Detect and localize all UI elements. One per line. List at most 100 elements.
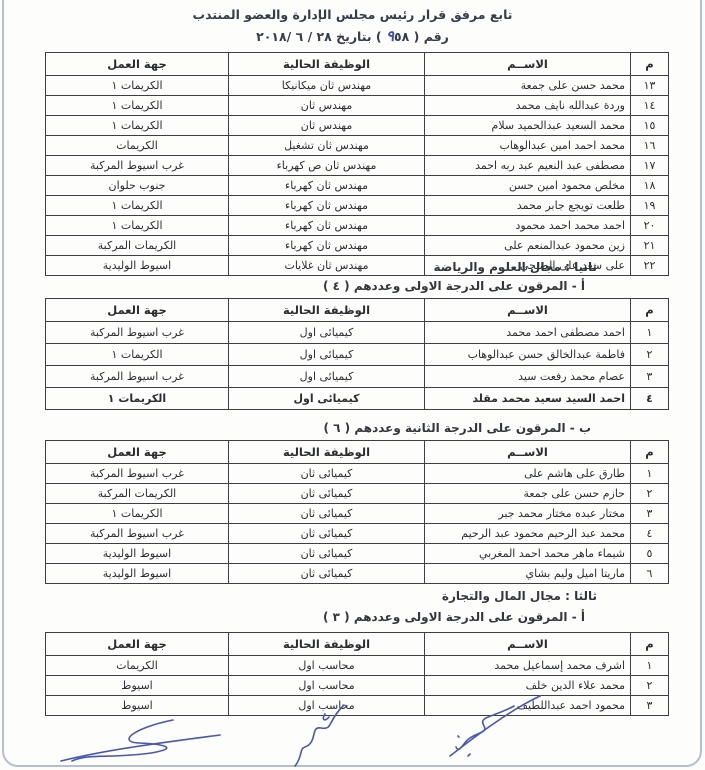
- table-row: ٣ مختار عبده مختار محمد جبر كيميائى ثان الك…: [45, 503, 669, 524]
- cell-job: كيميائى ثان: [228, 503, 425, 524]
- table-row: ١٨ مخلص محمود امين حسن مهندس ثان كهرباء جنو…: [45, 175, 669, 196]
- cell-num: ٣: [630, 503, 669, 524]
- cell-job: مهندس ثان كهرباء: [228, 195, 425, 216]
- column-header-num: م: [630, 440, 669, 464]
- cell-name: على سعد على الصبحي: [424, 255, 631, 276]
- cell-num: ٢: [630, 483, 669, 504]
- signature-icon: [60, 719, 221, 762]
- table-row: ٢ محمد علاء الدين خلف محاسب اول اسيوط: [45, 675, 669, 696]
- table-engineers-continued: م الاســم الوظيفة الحالية جهة العمل ١٣ محمد ح…: [45, 52, 669, 276]
- page-title: تابع مرفق قرار رئيس مجلس الإدارة والعضو …: [192, 7, 513, 22]
- cell-job: كيميائى اول: [228, 343, 425, 366]
- handwritten-digit: ٩: [385, 27, 394, 45]
- table-header-row: م الاســم الوظيفة الحالية جهة العمل: [45, 298, 669, 322]
- section-heading-third-domain: ثالثا : مجال المال والتجارة: [441, 589, 597, 603]
- column-header-place: جهة العمل: [45, 298, 229, 322]
- cell-place: غرب اسيوط المركبة: [45, 463, 229, 484]
- document-header: تابع مرفق قرار رئيس مجلس الإدارة والعضو …: [0, 7, 705, 45]
- cell-num: ٢: [630, 675, 669, 696]
- cell-num: ١٩: [630, 195, 669, 216]
- cell-place: اسيوط: [45, 675, 229, 696]
- cell-name: فاطمة عبدالخالق حسن عبدالوهاب: [424, 343, 631, 366]
- cell-place: غرب اسيوط المركبة: [45, 155, 229, 176]
- table-row: ٤ محمد عبد الرحيم محمود عبد الرحيم كيميائى…: [45, 523, 669, 544]
- cell-job: كيميائى ثان: [228, 563, 425, 584]
- cell-name: حازم حسن على جمعة: [424, 483, 631, 504]
- cell-job: مهندس ثان: [228, 95, 425, 116]
- table-header-row: م الاســم الوظيفة الحالية جهة العمل: [45, 632, 669, 656]
- column-header-job: الوظيفة الحالية: [228, 440, 425, 464]
- cell-num: ٢: [630, 343, 669, 366]
- cell-job: مهندس ثان تشغيل: [228, 135, 425, 156]
- cell-num: ١: [630, 463, 669, 484]
- doc-number-line: رقم ( ٩٥٨ ) بتاريخ ٢٨ / ٦ /٢٠١٨: [0, 27, 705, 45]
- table-row: ١ احمد مصطفى احمد محمد كيميائى اول غرب اسيو…: [45, 321, 669, 344]
- column-header-num: م: [630, 298, 669, 322]
- cell-num: ٢٢: [630, 255, 669, 276]
- cell-place: الكريمات ١: [45, 115, 229, 136]
- cell-num: ٦: [630, 563, 669, 584]
- column-header-name: الاســم: [424, 440, 631, 464]
- column-header-name: الاســم: [424, 52, 631, 76]
- cell-name: محمد عبد الرحيم محمود عبد الرحيم: [424, 523, 631, 544]
- table-header-row: م الاســم الوظيفة الحالية جهة العمل: [45, 440, 669, 464]
- cell-num: ٥: [630, 543, 669, 564]
- cell-job: كيميائى ثان: [228, 523, 425, 544]
- cell-job: مهندس ثان غلايات: [228, 255, 425, 276]
- cell-place: الكريمات ١: [45, 195, 229, 216]
- doc-no-suffix: ) بتاريخ: [336, 29, 382, 44]
- section-heading-second-domain: ثانيا : مجال العلوم والرياضة: [433, 260, 597, 274]
- cell-num: ١: [630, 655, 669, 676]
- cell-num: ١: [630, 321, 669, 344]
- column-header-name: الاســم: [424, 298, 631, 322]
- cell-name: عصام محمد رفعت سيد: [424, 365, 631, 388]
- cell-job: كيميائى اول: [228, 321, 425, 344]
- table-row: ١٦ محمد احمد امين عبدالوهاب مهندس ثان تشغي…: [45, 135, 669, 156]
- cell-place: الكريمات ١: [45, 343, 229, 366]
- personnel-table: م الاســم الوظيفة الحالية جهة العمل ١٣ محمد ح…: [45, 52, 669, 276]
- column-header-num: م: [630, 632, 669, 656]
- cell-place: الكريمات: [45, 655, 229, 676]
- cell-job: كيميائى اول: [228, 365, 425, 388]
- column-header-place: جهة العمل: [45, 632, 229, 656]
- cell-place: الكريمات المركبة: [45, 235, 229, 256]
- table-row: ٢٢ على سعد على الصبحي مهندس ثان غلايات اسيو…: [45, 255, 669, 276]
- cell-job: كيميائى اول: [228, 387, 425, 410]
- cell-name: وردة عبدالله نايف محمد: [424, 95, 631, 116]
- cell-name: طلعت تويجع جابر محمد: [424, 195, 631, 216]
- doc-no-prefix: رقم (: [413, 29, 449, 44]
- table-row: ١٥ محمد السعيد عبدالحميد سلام مهندس ثان الك…: [45, 115, 669, 136]
- cell-name: احمد محمد احمد محمود: [424, 215, 631, 236]
- cell-num: ٢٠: [630, 215, 669, 236]
- table-science-first-grade: م الاســم الوظيفة الحالية جهة العمل ١ احمد مص…: [45, 298, 669, 410]
- cell-place: الكريمات المركبة: [45, 483, 229, 504]
- cell-name: مصطفى عبد النعيم عبد ربه احمد: [424, 155, 631, 176]
- table-row: ٤ احمد السيد سعيد محمد مقلد كيميائى اول الك…: [45, 387, 669, 410]
- section-heading-third-a: أ - المرقون على الدرجة الاولى وعددهم ( ٣…: [322, 610, 585, 624]
- cell-num: ١٨: [630, 175, 669, 196]
- cell-name: اشرف محمد إسماعيل محمد: [424, 655, 631, 676]
- cell-place: الكريمات ١: [45, 215, 229, 236]
- section-heading-second-a: أ - المرقون على الدرجة الاولى وعددهم ( ٤…: [322, 279, 585, 293]
- cell-name: مخلص محمود امين حسن: [424, 175, 631, 196]
- personnel-table: م الاســم الوظيفة الحالية جهة العمل ١ طارق عل…: [45, 440, 669, 584]
- cell-place: اسيوط الوليدية: [45, 543, 229, 564]
- cell-name: زين محمود عبدالمنعم على: [424, 235, 631, 256]
- cell-job: مهندس ثان كهرباء: [228, 175, 425, 196]
- table-row: ٣ محمود احمد عبداللطيف محاسب اول اسيوط: [45, 695, 669, 716]
- column-header-place: جهة العمل: [45, 52, 229, 76]
- column-header-place: جهة العمل: [45, 440, 229, 464]
- cell-num: ٢١: [630, 235, 669, 256]
- column-header-job: الوظيفة الحالية: [228, 632, 425, 656]
- cell-name: محمد السعيد عبدالحميد سلام: [424, 115, 631, 136]
- cell-name: ماريتا اميل وليم بشاي: [424, 563, 631, 584]
- cell-name: محمد علاء الدين خلف: [424, 675, 631, 696]
- cell-name: شيماء ماهر محمد احمد المغربي: [424, 543, 631, 564]
- cell-place: الكريمات ١: [45, 387, 229, 410]
- cell-place: غرب اسيوط المركبة: [45, 321, 229, 344]
- table-row: ١٣ محمد حسن على جمعة مهندس ثان ميكانيكا الك…: [45, 75, 669, 96]
- cell-num: ١٥: [630, 115, 669, 136]
- cell-job: كيميائى ثان: [228, 543, 425, 564]
- cell-name: طارق على هاشم على: [424, 463, 631, 484]
- doc-no-printed: ٥٨: [394, 29, 410, 44]
